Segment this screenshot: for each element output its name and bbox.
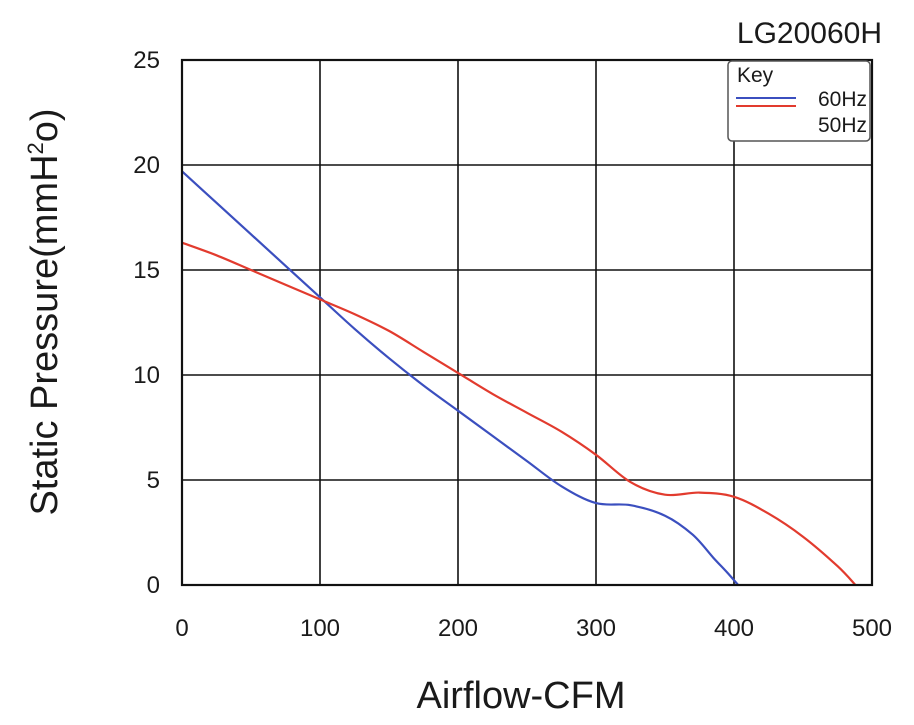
series-line-60hz — [181, 170, 739, 586]
y-tick-label: 10 — [133, 362, 160, 389]
chart-title: LG20060H — [737, 17, 882, 50]
y-tick-label: 20 — [133, 152, 160, 179]
x-axis-label: Airflow-CFM — [417, 675, 626, 717]
y-tick-label: 15 — [133, 257, 160, 284]
x-tick-label: 300 — [576, 615, 616, 642]
legend-title: Key — [737, 64, 774, 87]
y-tick-label: 0 — [147, 572, 160, 599]
series-line-50hz — [181, 241, 857, 586]
x-tick-label: 500 — [852, 615, 892, 642]
y-axis-label: Static Pressure(mmH2o) — [23, 108, 66, 515]
x-tick-label: 100 — [300, 615, 340, 642]
y-tick-label: 25 — [133, 47, 160, 74]
legend-entry-60hz: 60Hz — [818, 88, 867, 111]
y-axis-label-sup: 2 — [23, 142, 48, 154]
legend-box — [727, 60, 871, 142]
plot-frame — [180, 58, 874, 587]
ticks: 0 100 200 300 400 500 0 5 10 15 20 25 — [133, 47, 892, 642]
x-tick-label: 200 — [438, 615, 478, 642]
y-axis-label-end: o) — [24, 108, 66, 142]
x-tick-label: 0 — [175, 615, 188, 642]
y-axis-label-main: Static Pressure(mmH — [24, 154, 66, 515]
y-tick-label: 5 — [147, 467, 160, 494]
grid — [182, 60, 872, 585]
legend-entry-50hz: 50Hz — [818, 114, 867, 137]
series-layer — [181, 170, 857, 586]
legend: Key 60Hz 50Hz — [727, 60, 871, 142]
x-tick-label: 400 — [714, 615, 754, 642]
